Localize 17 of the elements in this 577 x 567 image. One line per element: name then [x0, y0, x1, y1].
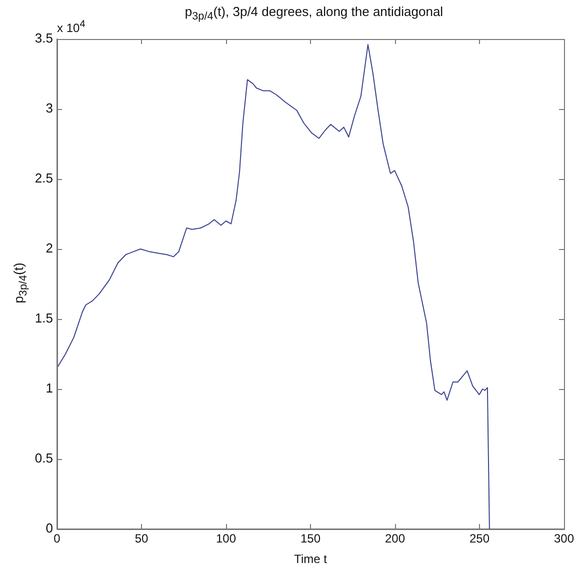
y-tick-label: 1 — [46, 380, 53, 396]
text: x 10$^{4}$ — [57, 19, 86, 35]
y-tick-label: 1.5 — [34, 310, 53, 326]
x-tick-label: 150 — [300, 532, 321, 546]
y-tick-label: 3 — [46, 100, 53, 116]
y-tick-label: 0 — [46, 520, 53, 536]
chart-title: p$_{3p/4}$(t), 3p/4 degrees, along the antidiagonal — [184, 4, 444, 23]
x-tick-label: 200 — [384, 532, 406, 546]
x-tick-label: 250 — [469, 532, 490, 546]
x-tick-label: 50 — [134, 532, 148, 546]
x-axis-title: Time t — [294, 552, 328, 566]
x-tick-label: 300 — [554, 532, 574, 546]
y-tick-label: 3.5 — [34, 30, 53, 46]
y-tick-label: 0.5 — [34, 450, 53, 466]
x-tick-label: 100 — [216, 532, 236, 546]
y-tick-label: 2.5 — [34, 170, 53, 186]
y-tick-label: 2 — [46, 240, 53, 256]
